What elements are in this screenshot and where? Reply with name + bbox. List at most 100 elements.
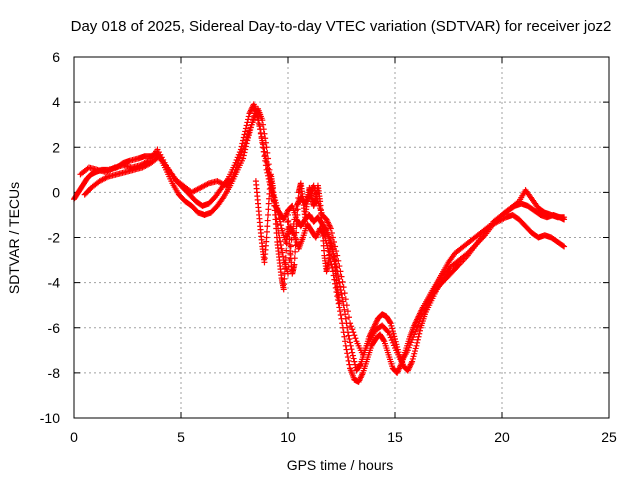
data-point [243,136,250,143]
data-point [406,342,413,349]
data-points [71,101,568,385]
data-point [414,339,421,346]
data-point [352,335,359,342]
grid-lines [74,57,609,418]
data-point [334,252,341,259]
plot-frame [73,56,610,419]
data-point [294,200,301,207]
data-point [240,152,247,159]
data-point [385,329,392,336]
data-point [380,337,387,344]
data-point [409,355,416,362]
data-point [236,154,243,161]
data-point [336,299,343,306]
data-point [247,124,254,131]
x-tick-label: 5 [177,429,185,445]
y-axis-label: SDTVAR / TECUs [6,182,22,294]
data-point [349,349,356,356]
data-point [229,175,236,182]
data-point [286,229,293,236]
data-point [344,350,351,357]
data-point [412,328,419,335]
data-point [342,296,349,303]
data-point [384,328,391,335]
data-point [340,284,347,291]
data-point [410,334,417,341]
data-point [281,275,288,282]
data-point [245,113,252,120]
y-tick-label: -8 [48,365,61,381]
data-point [244,133,251,140]
data-point [281,270,288,277]
data-point [242,125,249,132]
data-point [243,122,250,129]
data-point [386,331,393,338]
data-point [260,121,267,128]
data-point [409,336,416,343]
y-tick-label: -4 [48,275,61,291]
data-point [238,148,245,155]
data-point [281,281,288,288]
data-point [280,286,287,293]
data-point [266,166,273,173]
data-point [339,278,346,285]
data-point [237,151,244,158]
data-point [286,236,293,243]
data-point [388,322,395,329]
data-point [246,127,253,134]
data-point [327,225,334,232]
data-point [249,119,256,126]
data-point [282,260,289,267]
data-point [337,268,344,275]
y-tick-label: -6 [48,320,61,336]
data-point [260,145,267,152]
data-point [329,234,336,241]
data-point [390,342,397,349]
data-point [349,326,356,333]
data-point [411,331,418,338]
data-point [260,126,267,133]
data-point [286,242,293,249]
data-point [292,236,299,243]
data-point [347,339,354,346]
data-point [285,263,292,270]
data-point [258,133,265,140]
data-point [293,217,300,224]
data-point [276,215,283,222]
data-point [277,238,284,245]
data-point [414,336,421,343]
data-point [293,229,300,236]
data-point [292,242,299,249]
data-point [277,222,284,229]
y-tick-label: 4 [52,94,60,110]
data-point [342,311,349,318]
data-point [264,149,271,156]
data-point [265,155,272,162]
data-point [412,345,419,352]
data-point [275,208,282,215]
data-point [265,206,272,213]
data-point [415,333,422,340]
data-point [349,352,356,359]
y-tick-label: 0 [52,184,60,200]
data-point [262,135,269,142]
series-track-d [252,171,343,306]
y-tick-label: -2 [48,230,61,246]
data-point [241,142,248,149]
data-point [328,229,335,236]
data-point [411,348,418,355]
data-point [345,332,352,339]
data-point [295,195,302,202]
data-point [293,223,300,230]
data-point [264,217,271,224]
data-point [410,353,417,360]
data-point [263,234,270,241]
data-point [261,148,268,155]
data-point [389,325,396,332]
data-point [232,166,239,173]
data-point [343,302,350,309]
data-point [344,308,351,315]
data-point [255,120,262,127]
data-point [357,361,364,368]
data-point [264,223,271,230]
